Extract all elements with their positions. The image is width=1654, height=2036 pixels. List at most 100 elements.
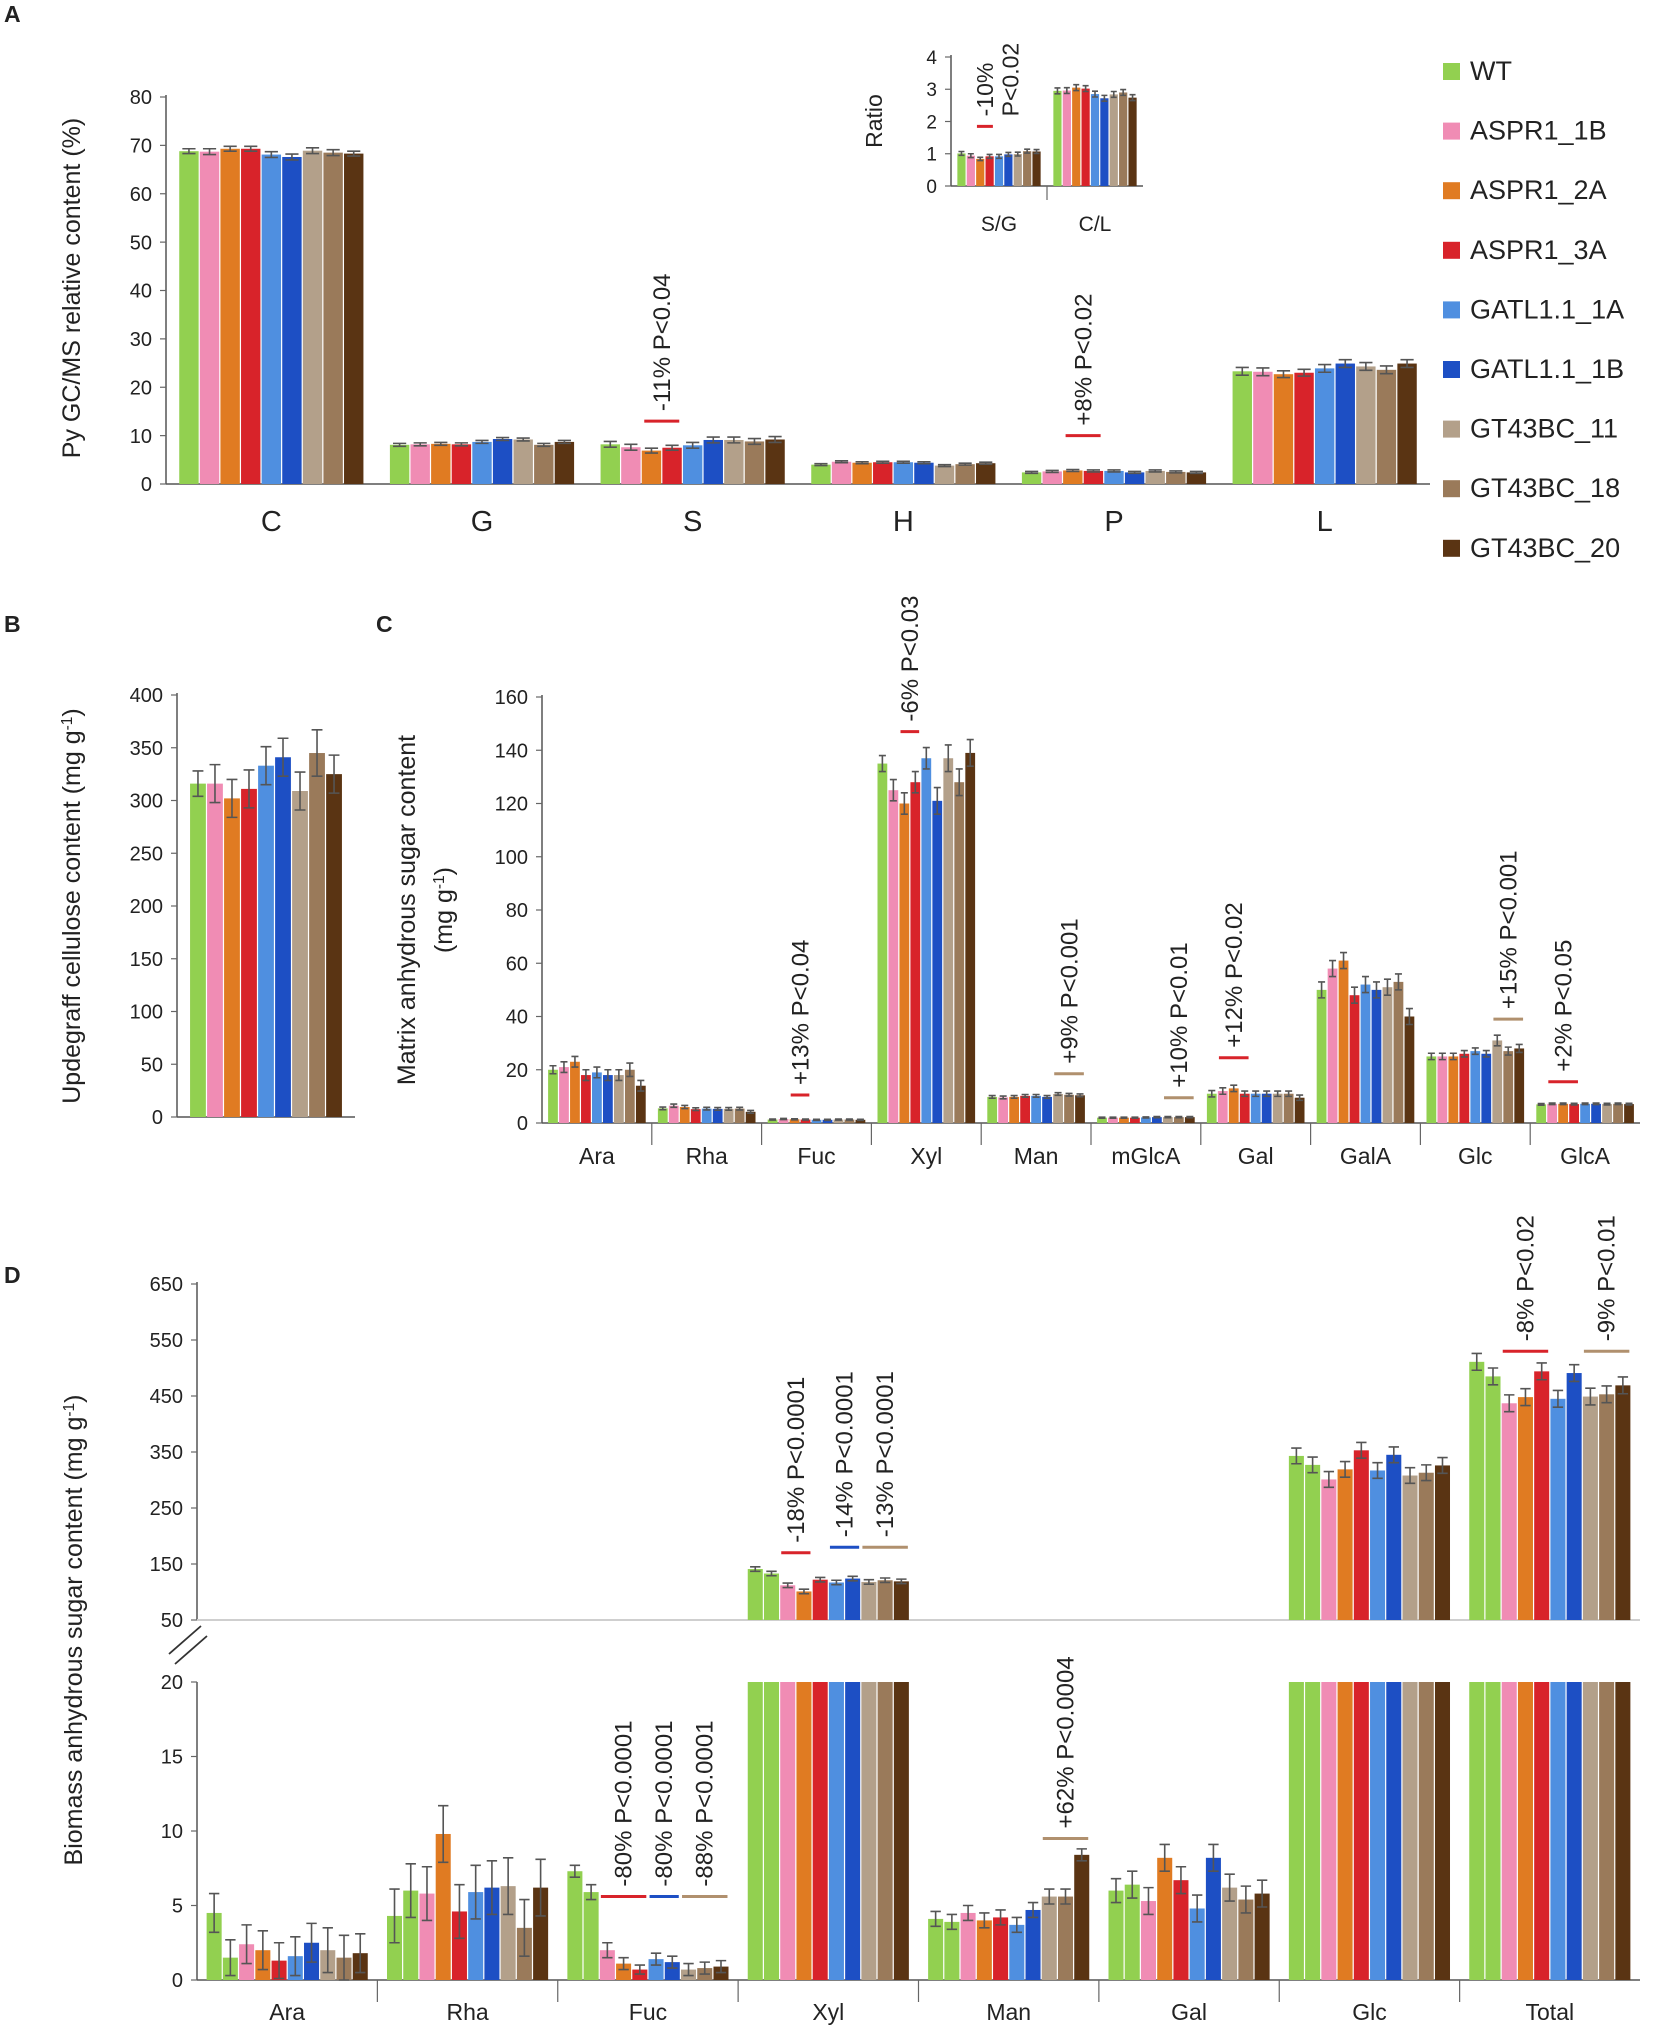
chart-d-bar-glc-lower-1: [1305, 1682, 1321, 1980]
chart-d-bar-xyl-upper-6: [845, 1578, 861, 1620]
chart-d-bar-xyl-lower-5: [828, 1682, 844, 1980]
a-inset-bar-c-l-1: [1062, 90, 1071, 186]
chart-d-bar-total-upper-0: [1469, 1361, 1485, 1620]
c-bar-glca-1: [1547, 1103, 1558, 1123]
chart-d-bar-glc-lower-7: [1402, 1682, 1418, 1980]
chart-d-significance-label: -88% P<0.0001: [692, 1720, 719, 1886]
chart-d-significance-label: -9% P<0.01: [1594, 1215, 1621, 1341]
chart-d-y-axis-label-part: ): [60, 1395, 88, 1403]
chart-d-bar-ara-0: [206, 1912, 222, 1980]
c-category-label: Fuc: [797, 1143, 835, 1169]
a-y-tick-label: 70: [130, 136, 152, 158]
a-error-bar: [644, 447, 659, 454]
c-error-bar: [856, 1118, 864, 1122]
a-error-bar: [1107, 469, 1121, 473]
chart-d-lower-y-tick-label: 15: [161, 1747, 183, 1769]
chart-d-bar-rha-5: [468, 1892, 484, 1980]
a-inset-bar-s-g-2: [976, 158, 985, 186]
a-inset-error-bar: [958, 150, 965, 157]
chart-d-bar-man-3: [976, 1920, 992, 1980]
a-category-label: C: [261, 506, 282, 538]
a-error-bar: [1066, 468, 1080, 473]
c-bar-gala-3: [1349, 995, 1360, 1123]
a-bar-c-0: [179, 151, 199, 484]
c-bar-glca-7: [1613, 1103, 1623, 1123]
c-bar-mglca-1: [1108, 1117, 1118, 1123]
a-error-bar: [264, 150, 278, 159]
c-bar-xyl-4: [921, 758, 932, 1123]
c-error-bar: [1032, 1093, 1040, 1098]
chart-d-bar-glc-lower-0: [1288, 1682, 1304, 1980]
a-inset-bar-c-l-6: [1109, 94, 1118, 186]
chart-d-error-bar: [535, 1858, 546, 1917]
a-inset-error-bar: [977, 156, 984, 162]
a-bar-s-6: [724, 439, 744, 484]
chart-c-y-axis-label-part: Matrix anhydrous sugar content: [393, 735, 421, 1085]
c-bar-man-3: [1020, 1095, 1031, 1123]
c-bar-rha-8: [745, 1111, 756, 1123]
chart-d-error-bar: [1307, 1456, 1318, 1474]
chart-d-bar-man-4: [993, 1917, 1009, 1980]
a-error-bar: [244, 145, 258, 152]
c-bar-man-5: [1042, 1096, 1052, 1123]
c-error-bar: [1142, 1116, 1150, 1119]
c-error-bar: [1570, 1102, 1578, 1106]
chart-d-upper-y-tick-label: 350: [150, 1442, 183, 1464]
c-error-bar: [714, 1106, 722, 1112]
b-error-bar: [226, 778, 238, 819]
c-error-bar: [999, 1095, 1007, 1100]
a-bar-h-7: [955, 464, 975, 484]
c-category-label: GalA: [1340, 1143, 1392, 1169]
chart-d-bar-gal-2: [1140, 1901, 1156, 1980]
chart-d-bar-glc-lower-5: [1370, 1682, 1386, 1980]
chart-d-error-bar: [585, 1883, 597, 1901]
c-error-bar: [1383, 978, 1391, 996]
chart-d-category-label: Total: [1526, 1999, 1575, 2025]
chart-d-bar-xyl-upper-0: [747, 1569, 763, 1620]
a-bar-c-8: [344, 153, 364, 484]
c-bar-xyl-7: [954, 782, 965, 1123]
c-error-bar: [780, 1117, 788, 1121]
a-inset-error-bar: [1129, 93, 1136, 102]
chart-d-error-bar: [1256, 1879, 1268, 1908]
a-inset-y-tick-label: 2: [926, 112, 937, 133]
chart-d-error-bar: [879, 1577, 891, 1584]
chart-d-error-bar: [338, 1934, 350, 1981]
c-bar-glc-8: [1514, 1048, 1525, 1123]
c-bar-xyl-0: [877, 763, 888, 1123]
chart-d-error-bar: [667, 1955, 678, 1969]
a-inset-bar-s-g-1: [966, 155, 975, 186]
a-category-label: P: [1104, 506, 1123, 538]
c-error-bar: [1592, 1102, 1600, 1106]
c-bar-gal-5: [1261, 1093, 1272, 1123]
chart-d-error-bar: [1027, 1901, 1039, 1919]
chart-d-bar-man-2: [960, 1912, 976, 1980]
c-bar-glc-0: [1426, 1056, 1437, 1123]
a-inset-error-bar: [1092, 90, 1098, 98]
a-bar-l-3: [1294, 372, 1314, 484]
chart-b-cellulose: 0 50 100 150 200 250 300 350 400 Updegraff cellul…: [58, 685, 355, 1129]
chart-d-bar-xyl-lower-4: [812, 1682, 828, 1980]
a-error-bar: [768, 435, 782, 444]
chart-d-error-bar: [1487, 1367, 1499, 1386]
a-bar-l-7: [1376, 369, 1397, 484]
c-bar-glc-4: [1470, 1051, 1481, 1123]
a-inset-error-bar: [1054, 87, 1061, 95]
c-error-bar: [659, 1106, 667, 1111]
b-y-tick-label: 100: [130, 1002, 163, 1024]
c-category-label: Gal: [1238, 1143, 1274, 1169]
a-inset-bar-s-g-6: [1013, 154, 1022, 186]
chart-d-bar-xyl-upper-1: [763, 1573, 780, 1620]
c-error-bar: [571, 1055, 579, 1068]
chart-d-error-bar: [519, 1898, 530, 1957]
a-bar-g-1: [410, 444, 430, 484]
chart-d-error-bar: [1110, 1877, 1122, 1904]
a-bar-s-8: [765, 439, 785, 484]
c-error-bar: [911, 770, 919, 794]
c-bar-ara-2: [570, 1061, 580, 1123]
a-bar-l-2: [1273, 374, 1294, 484]
c-bar-xyl-8: [965, 752, 976, 1123]
chart-d-bar-man-8: [1057, 1896, 1074, 1980]
chart-d-bar-glc-lower-9: [1434, 1682, 1451, 1980]
c-bar-fuc-6: [833, 1119, 844, 1123]
